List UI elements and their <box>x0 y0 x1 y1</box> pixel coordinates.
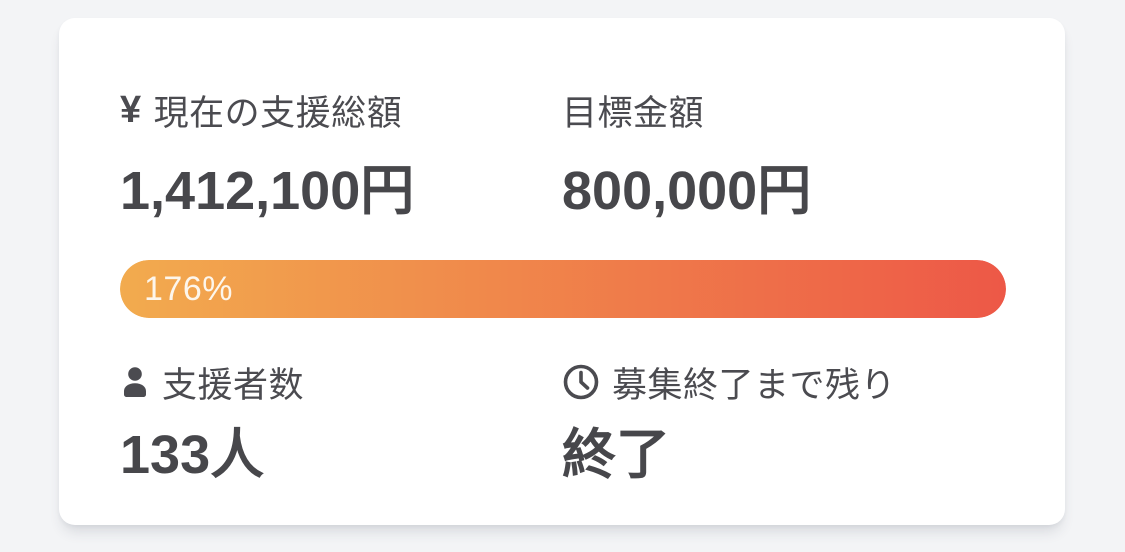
deadline-value: 終了 <box>562 425 670 485</box>
person-icon <box>124 367 146 397</box>
goal-amount-label: 目標金額 <box>562 93 705 133</box>
progress-percent-label: 176% <box>144 269 233 308</box>
supporters-label: 支援者数 <box>162 365 305 405</box>
deadline-header: 募集終了まで残り <box>562 360 896 405</box>
supporters-value: 133人 <box>120 425 265 485</box>
current-amount-value: 1,412,100円 <box>120 161 415 221</box>
deadline-label: 募集終了まで残り <box>612 365 897 405</box>
goal-amount-value: 800,000円 <box>562 161 812 221</box>
current-amount-header: ¥ 現在の支援総額 <box>120 88 402 133</box>
progress-fill: 176% <box>120 260 1006 318</box>
yen-icon: ¥ <box>120 89 142 131</box>
supporters-header: 支援者数 <box>120 360 304 405</box>
progress-bar: 176% <box>120 260 1006 318</box>
goal-amount-header: 目標金額 <box>562 88 704 133</box>
clock-icon <box>563 364 599 400</box>
funding-stats-card: ¥ 現在の支援総額 1,412,100円 目標金額 800,000円 176% … <box>59 18 1065 525</box>
current-amount-label: 現在の支援総額 <box>153 93 403 133</box>
